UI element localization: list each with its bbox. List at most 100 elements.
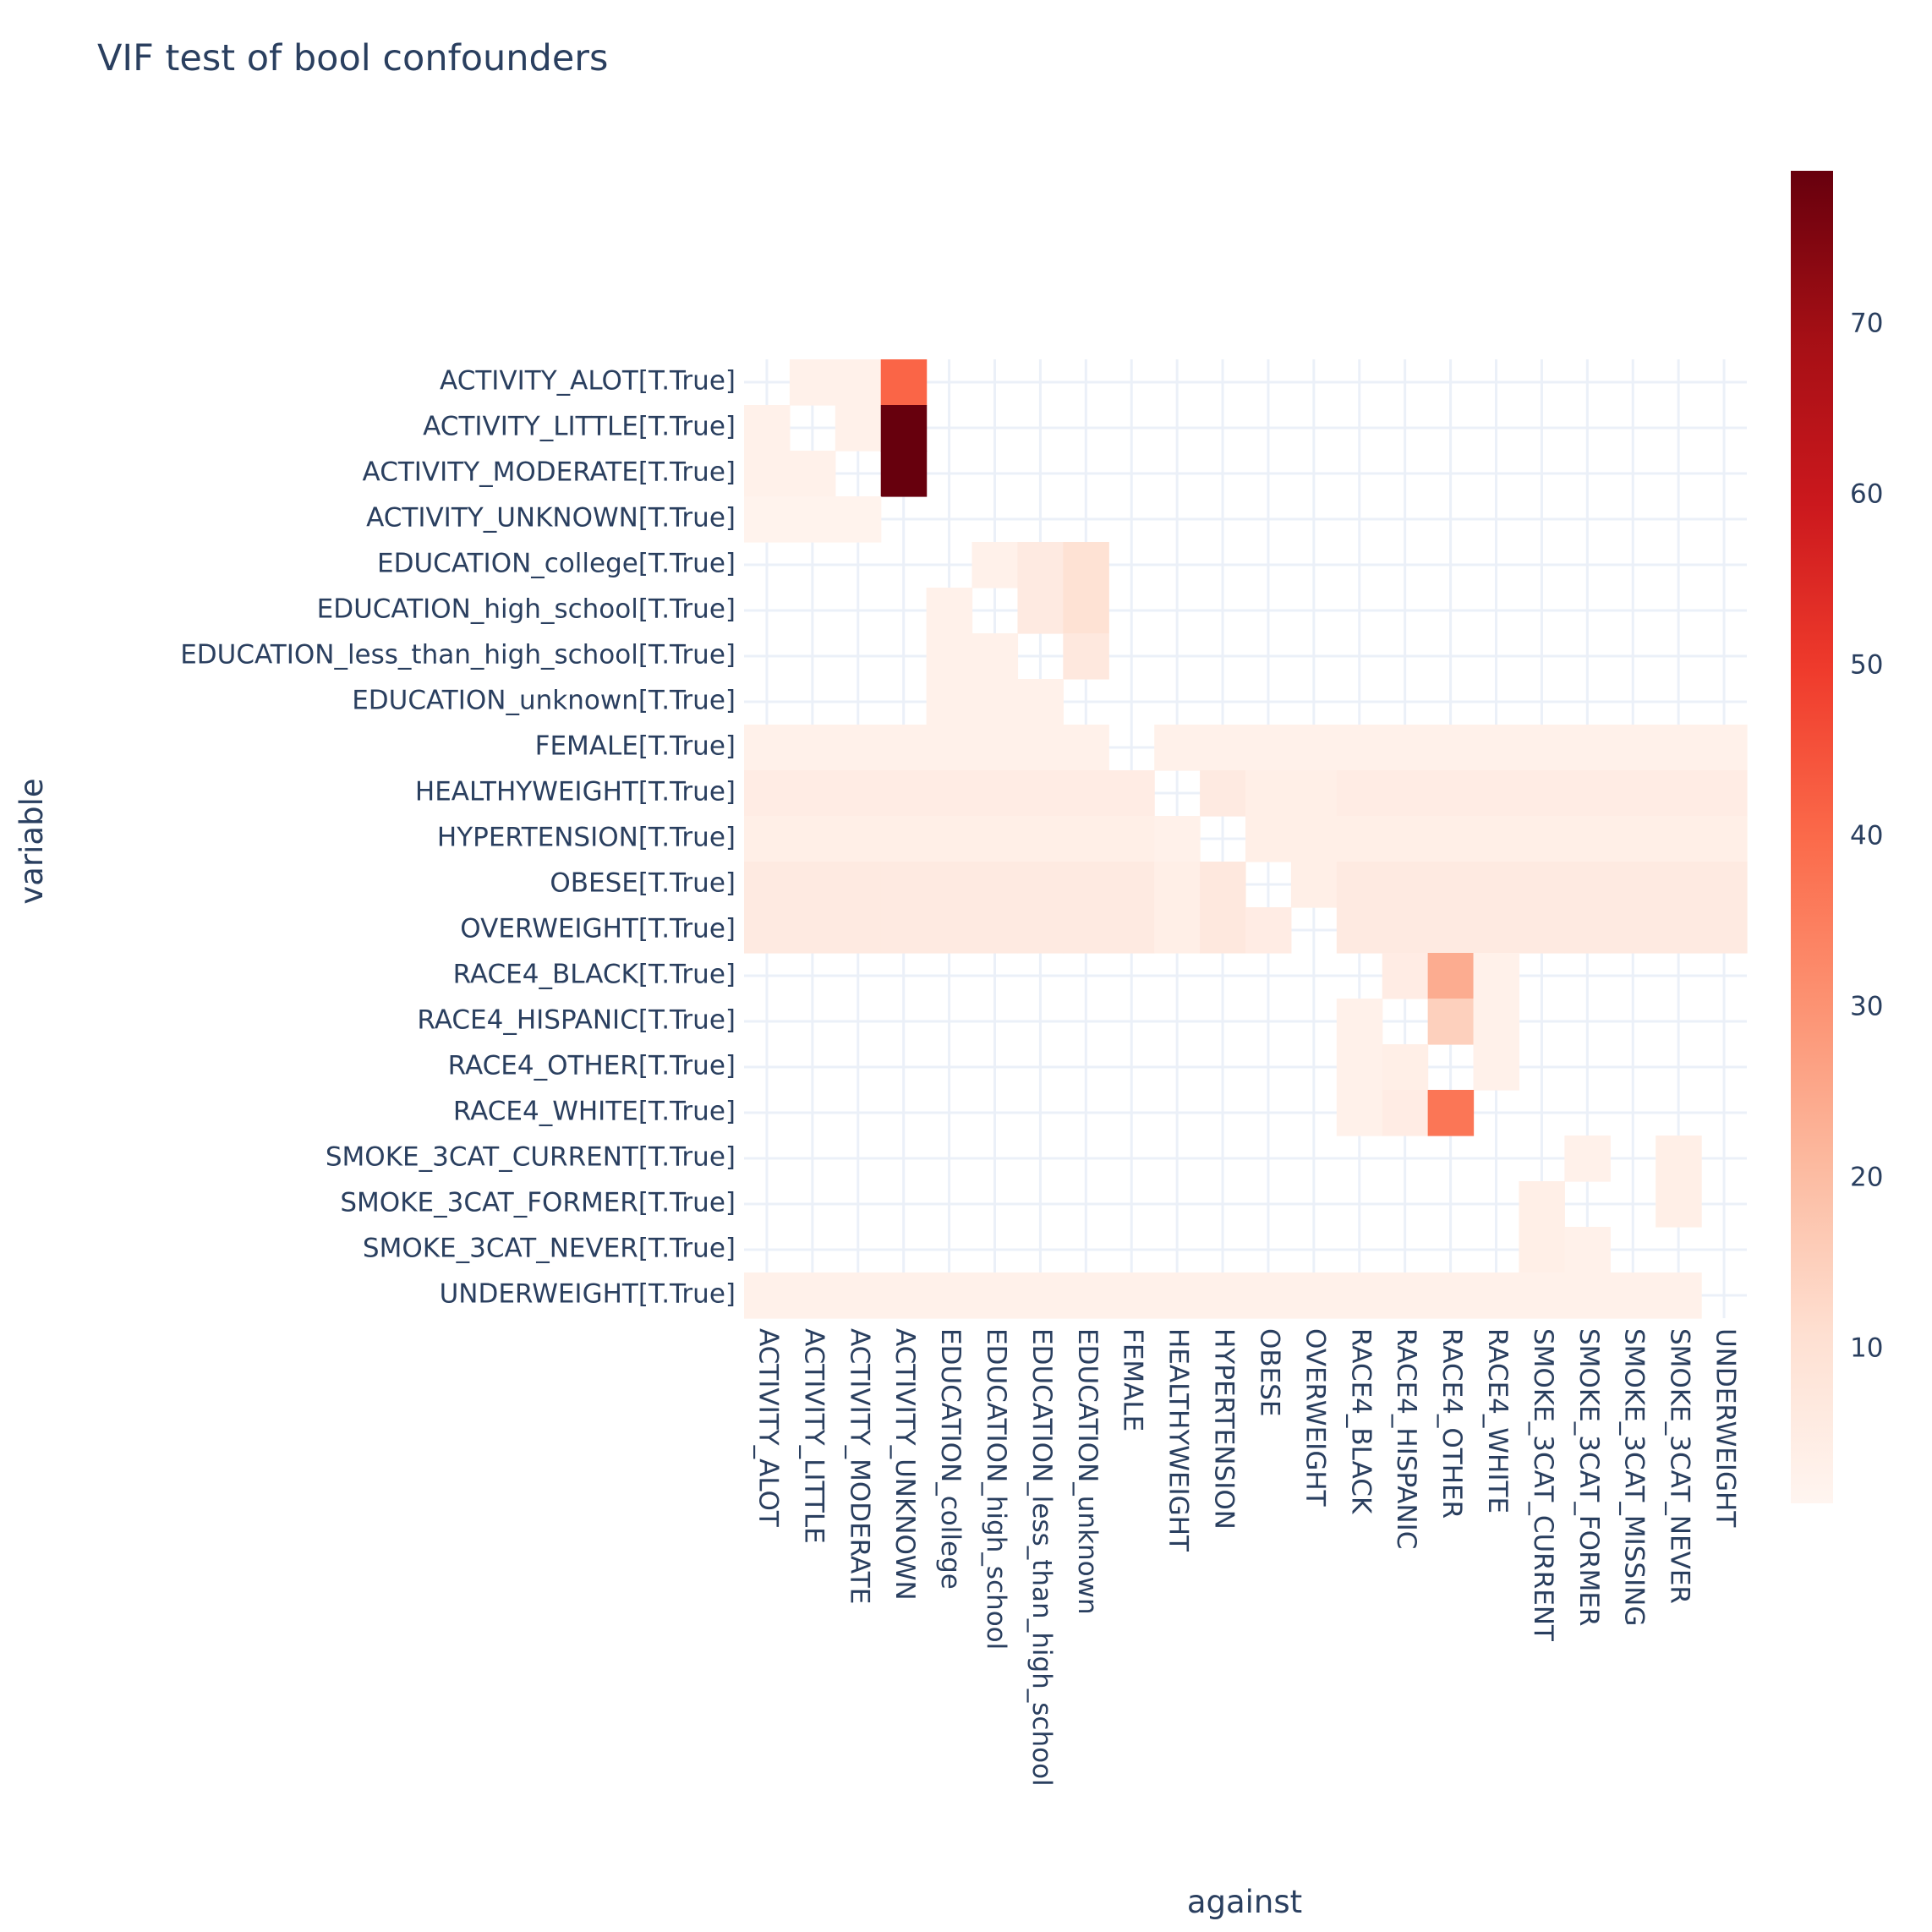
heatmap-cell bbox=[1382, 862, 1429, 908]
heatmap-cell bbox=[744, 451, 791, 497]
x-tick-label: ACTIVITY_MODERATE bbox=[844, 1328, 874, 1604]
heatmap-cell bbox=[1519, 770, 1565, 817]
heatmap-cell bbox=[1427, 770, 1475, 817]
heatmap-cell bbox=[1290, 816, 1338, 862]
heatmap-cell bbox=[1610, 725, 1656, 771]
heatmap-cell bbox=[744, 496, 791, 543]
x-tick-label: SMOKE_3CAT_CURRENT bbox=[1528, 1328, 1558, 1642]
heatmap-cell bbox=[1427, 816, 1475, 862]
heatmap-cell bbox=[880, 405, 928, 452]
y-tick-label: EDUCATION_high_school[T.True] bbox=[317, 594, 736, 625]
heatmap-cell bbox=[1108, 907, 1155, 954]
colorbar-tick-label: 70 bbox=[1850, 308, 1883, 338]
heatmap-cell bbox=[1245, 907, 1292, 954]
y-tick-label: ACTIVITY_ALOT[T.True] bbox=[440, 366, 736, 397]
y-tick-label: SMOKE_3CAT_CURRENT[T.True] bbox=[326, 1142, 736, 1173]
heatmap-cell bbox=[1017, 770, 1064, 817]
heatmap-cell bbox=[1701, 862, 1748, 908]
heatmap-cell bbox=[1336, 862, 1383, 908]
heatmap-cell bbox=[971, 770, 1019, 817]
colorbar-tick-labels: 10 20 30 40 50 60 70 bbox=[1850, 308, 1883, 1363]
heatmap-cell bbox=[1701, 907, 1748, 954]
heatmap-cell bbox=[1473, 816, 1520, 862]
y-tick-label: ACTIVITY_UNKNOWN[T.True] bbox=[366, 503, 736, 534]
heatmap-cell bbox=[1336, 1090, 1383, 1136]
heatmap-cell bbox=[926, 1272, 973, 1319]
heatmap-cell bbox=[1473, 999, 1520, 1045]
heatmap-cell bbox=[1200, 1272, 1246, 1319]
heatmap-cell bbox=[1473, 907, 1520, 954]
x-tick-label: EDUCATION_less_than_high_school bbox=[1026, 1328, 1057, 1787]
heatmap-cell bbox=[926, 633, 973, 680]
heatmap-cell bbox=[880, 816, 928, 862]
x-tick-label: RACE4_WHITE bbox=[1482, 1328, 1513, 1513]
heatmap-cell bbox=[1017, 816, 1064, 862]
heatmap-cell bbox=[1519, 1272, 1565, 1319]
heatmap-cell bbox=[835, 725, 882, 771]
heatmap-cell bbox=[1701, 816, 1748, 862]
heatmap-cell bbox=[1610, 862, 1656, 908]
heatmap-cell bbox=[1656, 816, 1702, 862]
heatmap-cell bbox=[1519, 907, 1565, 954]
heatmap-cell bbox=[1200, 725, 1246, 771]
heatmap-cell bbox=[1063, 542, 1109, 588]
heatmap-cell bbox=[1382, 1090, 1429, 1136]
heatmap-cell bbox=[1519, 1181, 1565, 1228]
heatmap-cell bbox=[971, 1272, 1019, 1319]
x-tick-label: RACE4_OTHER bbox=[1437, 1328, 1467, 1519]
heatmap-cell bbox=[1154, 862, 1201, 908]
heatmap-cell bbox=[880, 770, 928, 817]
heatmap-cell bbox=[1382, 1044, 1429, 1091]
heatmap-cell bbox=[835, 1272, 882, 1319]
heatmap-cell bbox=[835, 496, 882, 543]
heatmap-cell bbox=[971, 907, 1019, 954]
heatmap-cell bbox=[789, 725, 836, 771]
heatmap-cell bbox=[926, 907, 973, 954]
heatmap-cell bbox=[1519, 1227, 1565, 1273]
heatmap-cell bbox=[1701, 725, 1748, 771]
heatmap-cells bbox=[744, 359, 1748, 1319]
heatmap-cell bbox=[1017, 907, 1064, 954]
heatmap-cell bbox=[1063, 1272, 1109, 1319]
y-tick-label: HEALTHYWEIGHT[T.True] bbox=[415, 777, 736, 807]
heatmap-cell bbox=[1382, 907, 1429, 954]
heatmap-cell bbox=[1245, 725, 1292, 771]
heatmap-cell bbox=[744, 405, 791, 452]
x-tick-label: EDUCATION_unknown bbox=[1072, 1328, 1103, 1615]
y-tick-label: SMOKE_3CAT_FORMER[T.True] bbox=[340, 1188, 736, 1218]
heatmap-cell bbox=[1382, 1272, 1429, 1319]
x-tick-label: ACTIVITY_ALOT bbox=[753, 1328, 783, 1528]
y-tick-label: EDUCATION_unknown[T.True] bbox=[352, 686, 736, 716]
y-tick-label: RACE4_BLACK[T.True] bbox=[453, 960, 736, 990]
heatmap-cell bbox=[835, 359, 882, 406]
colorbar-tick-label: 50 bbox=[1850, 649, 1883, 680]
x-tick-label: ACTIVITY_LITTLE bbox=[798, 1328, 829, 1544]
heatmap-cell bbox=[1656, 1181, 1702, 1228]
heatmap-cell bbox=[1063, 907, 1109, 954]
heatmap-cell bbox=[1610, 816, 1656, 862]
heatmap-cell bbox=[1290, 862, 1338, 908]
heatmap-cell bbox=[1564, 725, 1611, 771]
heatmap-cell bbox=[880, 359, 928, 406]
heatmap-cell bbox=[789, 770, 836, 817]
y-tick-label: RACE4_OTHER[T.True] bbox=[448, 1051, 736, 1081]
heatmap-cell bbox=[1336, 1044, 1383, 1091]
heatmap-cell bbox=[926, 862, 973, 908]
heatmap-cell bbox=[1290, 725, 1338, 771]
heatmap-cell bbox=[1382, 725, 1429, 771]
heatmap-cell bbox=[971, 542, 1019, 588]
x-tick-label: OVERWEIGHT bbox=[1300, 1328, 1330, 1508]
heatmap-cell bbox=[1610, 770, 1656, 817]
heatmap-cell bbox=[1473, 862, 1520, 908]
y-tick-label: OBESE[T.True] bbox=[550, 868, 736, 899]
heatmap-cell bbox=[1564, 907, 1611, 954]
y-tick-label: UNDERWEIGHT[T.True] bbox=[440, 1279, 736, 1310]
heatmap-cell bbox=[744, 907, 791, 954]
colorbar-tick-label: 10 bbox=[1850, 1333, 1883, 1364]
heatmap-cell bbox=[835, 907, 882, 954]
heatmap-cell bbox=[1017, 679, 1064, 725]
heatmap-cell bbox=[1017, 588, 1064, 634]
heatmap-cell bbox=[971, 679, 1019, 725]
heatmap-cell bbox=[1336, 999, 1383, 1045]
x-tick-label: FEMALE bbox=[1118, 1328, 1148, 1431]
